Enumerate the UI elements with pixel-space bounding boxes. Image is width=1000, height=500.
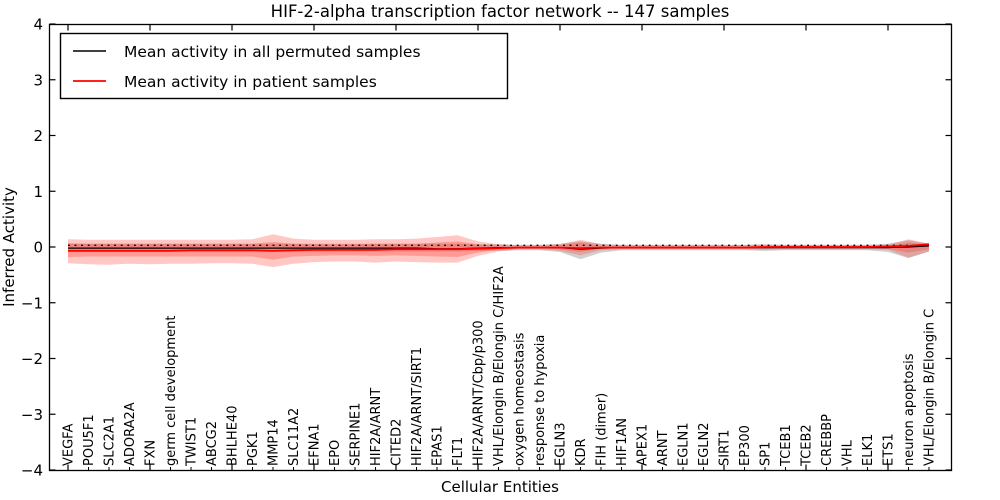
x-tick-label: SIRT1 bbox=[718, 430, 733, 466]
band-patient-outer-range bbox=[68, 234, 929, 268]
x-tick-label: response to hypoxia bbox=[533, 335, 548, 466]
series-line-patient-mean bbox=[68, 243, 930, 252]
x-tick-label: MMP14 bbox=[267, 419, 282, 466]
y-tick-label: −4 bbox=[21, 462, 43, 480]
x-tick-label: POU5F1 bbox=[82, 414, 97, 466]
x-tick-label: ABCG2 bbox=[205, 421, 220, 466]
legend-entry-permuted: Mean activity in all permuted samples bbox=[124, 43, 421, 61]
x-tick-label: VEGFA bbox=[62, 424, 77, 466]
plot-content: 4 3 2 1 0 −1 −2 −3 −4 VEGFA POU5F1 SLC2A1 ADORA2A FXN… bbox=[21, 16, 952, 480]
x-tick-label: HIF1AN bbox=[615, 418, 630, 466]
y-tick-label: 1 bbox=[33, 183, 43, 201]
x-tick-label: VHL/Elongin B/Elongin C/HIF2A bbox=[492, 266, 507, 466]
legend-entry-patient: Mean activity in patient samples bbox=[124, 73, 377, 91]
x-tick-label: oxygen homeostasis bbox=[513, 332, 528, 466]
x-tick-label: VHL bbox=[841, 439, 856, 466]
x-tick-label: EGLN1 bbox=[677, 422, 692, 466]
x-tick-label: APEX1 bbox=[636, 424, 651, 466]
x-tick-label: EP300 bbox=[738, 425, 753, 466]
x-tick-label: HIF2A/ARNT/SIRT1 bbox=[410, 347, 425, 466]
x-tick-label: germ cell development bbox=[164, 316, 179, 466]
y-tick-label: 0 bbox=[33, 239, 43, 257]
legend-box bbox=[59, 32, 509, 100]
y-axis-label: Inferred Activity bbox=[0, 187, 18, 307]
band-patient-inner-range bbox=[68, 241, 929, 260]
y-tick-label: −2 bbox=[21, 350, 43, 368]
band-permuted-range bbox=[68, 240, 929, 260]
x-tick-label: EGLN2 bbox=[697, 422, 712, 466]
y-tick-label: −3 bbox=[21, 406, 43, 424]
x-tick-label: neuron apoptosis bbox=[902, 353, 917, 466]
x-tick-label: CITED2 bbox=[390, 419, 405, 466]
x-axis-label: Cellular Entities bbox=[441, 478, 559, 496]
x-tick-label: HIF2A/ARNT bbox=[369, 388, 384, 466]
x-tick-label: PGK1 bbox=[246, 431, 261, 466]
y-tick-label: 2 bbox=[33, 127, 43, 145]
x-tick-label: EGLN3 bbox=[554, 422, 569, 466]
x-tick-label: TWIST1 bbox=[185, 417, 200, 467]
x-tick-label: CREBBP bbox=[820, 414, 835, 466]
y-tick-label: 3 bbox=[33, 71, 43, 89]
plot-area-border bbox=[48, 23, 953, 472]
x-tick-label: FIH (dimer) bbox=[595, 393, 610, 466]
x-tick-label: SERPINE1 bbox=[349, 403, 364, 466]
x-tick-label: BHLHE40 bbox=[226, 406, 241, 466]
x-tick-label: EFNA1 bbox=[308, 423, 323, 466]
x-tick-label: ETS1 bbox=[882, 433, 897, 466]
x-tick-label: FXN bbox=[144, 440, 159, 466]
y-tick-label: −1 bbox=[21, 294, 43, 312]
x-tick-label: KDR bbox=[574, 438, 589, 466]
y-tick-label: 4 bbox=[33, 16, 43, 34]
x-tick-label: SP1 bbox=[759, 442, 774, 466]
legend: Mean activity in all permuted samples Me… bbox=[59, 32, 509, 100]
x-tick-label: TCEB2 bbox=[800, 424, 815, 467]
x-tick-label: ARNT bbox=[656, 430, 671, 466]
chart-title: HIF-2-alpha transcription factor network… bbox=[271, 2, 730, 21]
x-tick-label: EPAS1 bbox=[431, 425, 446, 466]
x-tick-label: EPO bbox=[328, 440, 343, 466]
x-tick-label: SLC2A1 bbox=[103, 416, 118, 466]
x-tick-label: ELK1 bbox=[861, 434, 876, 466]
x-tick-label: ADORA2A bbox=[123, 402, 138, 466]
x-tick-label: VHL/Elongin B/Elongin C bbox=[923, 309, 938, 466]
x-tick-label: HIF2A/ARNT/Cbp/p300 bbox=[472, 320, 487, 466]
x-tick-label: TCEB1 bbox=[779, 424, 794, 467]
x-tick-label: SLC11A2 bbox=[287, 408, 302, 466]
x-tick-label: FLT1 bbox=[451, 437, 466, 466]
